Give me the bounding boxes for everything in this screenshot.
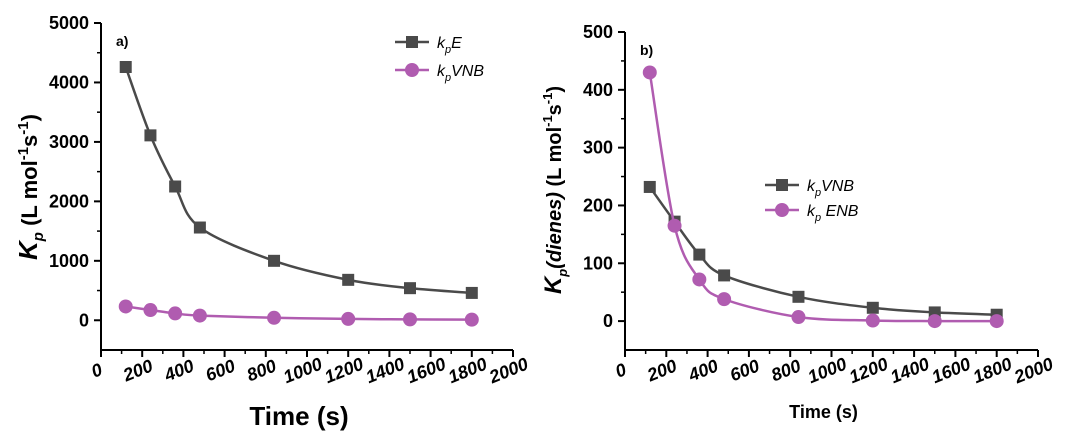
data-point-circle [927,314,942,329]
data-point-circle [692,272,707,287]
data-point-square [119,60,132,73]
y-tick-label: 3000 [49,132,89,152]
data-point-circle [667,218,682,233]
data-point-circle [143,303,158,318]
legend-entry: kp ENB [765,203,859,224]
data-point-circle [464,312,479,327]
x-tick-label: 800 [244,356,279,386]
data-point-circle [341,311,356,326]
y-tick-label: 100 [583,253,613,273]
y-tick-label: 2000 [49,191,89,211]
series-kpvnb [118,299,479,327]
x-tick-label: 600 [727,356,762,386]
data-point-square [465,286,478,299]
data-point-square [169,180,182,193]
series-line [124,66,472,295]
legend-label: kpVNB [437,63,484,84]
legend-entry: kpVNB [395,63,484,84]
x-tick-label: 400 [685,356,721,386]
panel-label: b) [640,42,653,58]
data-point-circle [865,313,880,328]
y-tick-label: 0 [79,310,89,330]
x-tick-label: 1800 [445,354,490,388]
legend-marker-square [776,179,788,191]
legend-marker-circle [405,63,419,77]
legend-entry: kpVNB [765,178,854,199]
x-tick-label: 1200 [846,354,891,388]
x-axis-title: Time (s) [249,401,348,431]
legend-label: kpE [437,35,462,56]
data-point-circle [168,306,183,321]
x-tick-label: 200 [643,356,679,386]
data-point-square [193,221,206,234]
x-tick-label: 2000 [486,354,532,388]
data-point-circle [642,65,657,80]
data-point-square [404,282,416,295]
x-tick-label: 1000 [805,354,850,388]
x-tick-label: 1400 [888,354,933,388]
x-tick-label: 2000 [1011,354,1057,388]
y-tick-label: 5000 [49,13,89,33]
x-tick-label: 1200 [322,354,367,388]
data-point-square [144,129,157,142]
data-point-square [342,273,355,286]
data-point-square [866,301,879,314]
x-tick-label: 1000 [280,354,325,388]
legend-marker-circle [775,203,789,217]
series-kpvnb [643,180,1003,321]
legend-entry: kpE [395,35,462,56]
y-tick-label: 1000 [49,251,89,271]
x-axis-title: Time (s) [789,402,858,422]
x-tick-label: 1600 [929,354,974,388]
legend-marker-square [406,36,418,48]
data-point-circle [267,310,282,325]
data-point-square [792,290,805,303]
y-axis-title: Kp (L mol-1s-1) [13,114,47,260]
y-tick-label: 4000 [49,72,89,92]
x-tick-label: 1400 [363,354,408,388]
data-point-square [718,269,731,282]
legend-label: kp ENB [807,203,859,224]
x-tick-label: 1600 [404,354,449,388]
data-point-circle [717,292,732,307]
data-point-circle [118,299,133,314]
data-point-circle [403,312,417,327]
series-kpe [119,60,478,299]
y-tick-label: 300 [583,138,613,158]
y-tick-label: 500 [583,22,613,42]
x-tick-label: 600 [203,356,238,386]
series-kpenb [642,65,1004,329]
y-tick-label: 0 [603,311,613,331]
y-tick-label: 200 [583,195,613,215]
y-tick-label: 400 [583,80,613,100]
x-tick-label: 400 [161,356,197,386]
series-line [648,72,997,323]
data-point-circle [192,308,207,323]
data-point-square [693,248,706,261]
data-point-square [268,254,281,267]
x-tick-label: 1800 [970,354,1015,388]
x-tick-label: 200 [119,356,155,386]
x-tick-label: 0 [88,359,105,381]
legend-label: kpVNB [807,178,854,199]
y-axis-title: Kp(dienes) (L mol-1s-1) [540,86,570,294]
x-tick-label: 800 [768,356,803,386]
data-point-circle [989,314,1004,329]
panel-label: a) [116,33,128,49]
data-point-square [643,180,656,193]
x-tick-label: 0 [612,359,629,381]
data-point-circle [791,310,806,325]
